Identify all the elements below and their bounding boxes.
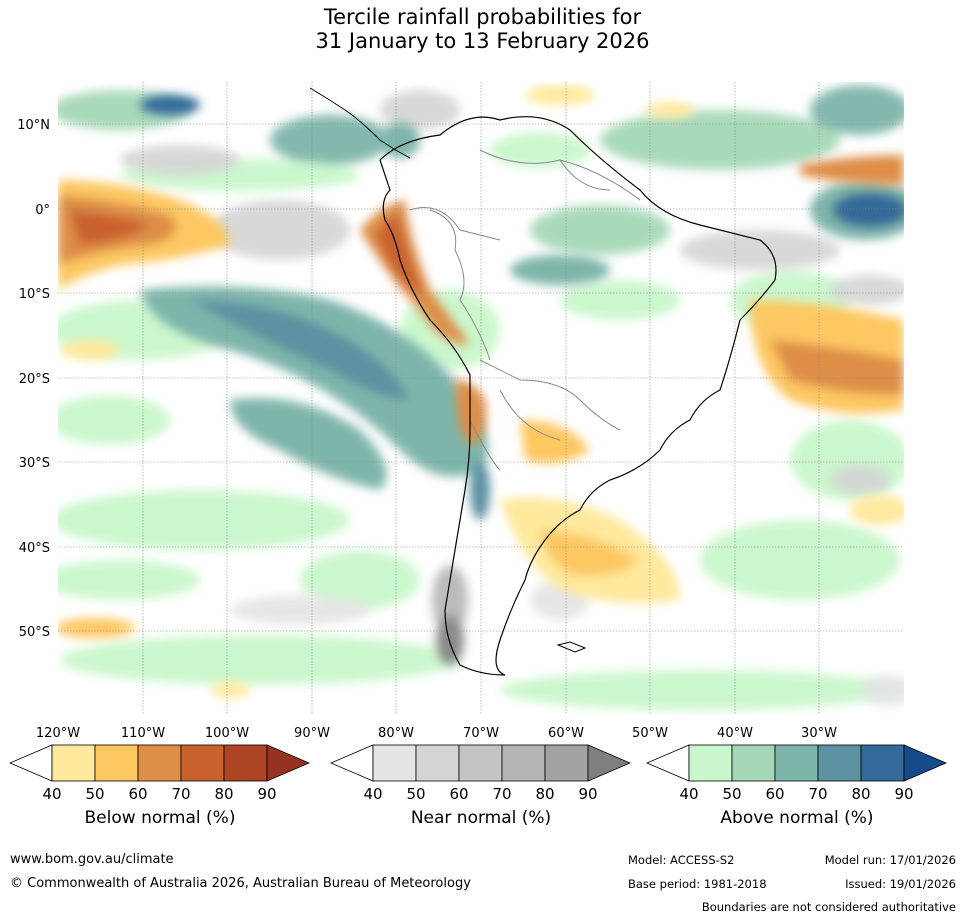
colorbar-extend-high (587, 744, 632, 782)
country-borders (409, 149, 641, 471)
lon-label: 70°W (463, 726, 499, 741)
above-normal-colorbar: 40 50 60 70 80 90 (645, 744, 948, 803)
colorbar-tick-label: 80 (851, 785, 870, 803)
lat-label: 10°N (17, 118, 50, 133)
colorbar-tick-label: 70 (171, 785, 190, 803)
footer-copyright: © Commonwealth of Australia 2026, Austra… (10, 876, 471, 891)
colorbar-tick-label: 40 (42, 785, 61, 803)
colorbar-extend-low (8, 744, 53, 782)
colorbar-tick-label: 70 (808, 785, 827, 803)
central-america-coast (309, 87, 411, 159)
colorbar-tick-label: 90 (578, 785, 597, 803)
colorbar-tick-label: 40 (363, 785, 382, 803)
colorbar-segment (415, 744, 460, 782)
falkland-islands (556, 641, 587, 653)
lon-label: 40°W (717, 726, 753, 741)
longitude-labels: 120°W 110°W 100°W 90°W 80°W 70°W 60°W 50… (36, 726, 837, 741)
footer-base-period: Base period: 1981-2018 (628, 877, 767, 891)
above-normal-title: Above normal (%) (720, 808, 874, 828)
lat-label: 20°S (19, 372, 50, 387)
colorbar-extend-low (329, 744, 374, 782)
probability-shading (58, 85, 904, 710)
colorbar-tick-label: 90 (257, 785, 276, 803)
colorbar-segment (774, 744, 819, 782)
footer-model-run: Model run: 17/01/2026 (824, 853, 956, 867)
colorbar-segment (817, 744, 862, 782)
lon-label: 60°W (548, 726, 584, 741)
colorbar-segment (94, 744, 139, 782)
below-normal-title: Below normal (%) (84, 808, 236, 828)
colorbar-extend-low (645, 744, 690, 782)
colorbar-segment (458, 744, 503, 782)
lon-label: 90°W (294, 726, 330, 741)
colorbar-segment (137, 744, 182, 782)
colorbar-extend-high (903, 744, 948, 782)
graticule (58, 82, 904, 715)
lat-label: 40°S (19, 541, 50, 556)
colorbar-tick-label: 70 (492, 785, 511, 803)
near-normal-colorbar: 40 50 60 70 80 90 (329, 744, 632, 803)
footer-model: Model: ACCESS-S2 (628, 853, 735, 867)
colorbar-extend-high (266, 744, 311, 782)
colorbar-tick-label: 80 (535, 785, 554, 803)
below-normal-colorbar: 40 50 60 70 80 90 (8, 744, 311, 803)
lon-label: 110°W (121, 726, 165, 741)
colorbar-tick-label: 50 (722, 785, 741, 803)
near-normal-title: Near normal (%) (410, 808, 552, 828)
lon-label: 100°W (205, 726, 249, 741)
lat-label: 30°S (19, 456, 50, 471)
lon-label: 50°W (632, 726, 668, 741)
lon-label: 120°W (36, 726, 80, 741)
colorbar-segment (731, 744, 776, 782)
coastline (379, 116, 777, 676)
colorbar-tick-label: 60 (765, 785, 784, 803)
colorbar-segment (688, 744, 733, 782)
lat-label: 10°S (19, 287, 50, 302)
colorbars: 40 50 60 70 80 90 40 50 60 70 80 90 40 50 60 70 80 90 (8, 744, 948, 803)
colorbar-segment (51, 744, 96, 782)
lat-label: 50°S (19, 625, 50, 640)
colorbar-segment (860, 744, 905, 782)
map-title-line-1: Tercile rainfall probabilities for (323, 5, 642, 29)
colorbar-segment (544, 744, 589, 782)
colorbar-segment (223, 744, 268, 782)
colorbar-tick-label: 50 (85, 785, 104, 803)
colorbar-tick-label: 40 (679, 785, 698, 803)
colorbar-tick-label: 50 (406, 785, 425, 803)
footer-disclaimer: Boundaries are not considered authoritat… (701, 900, 956, 914)
colorbar-tick-label: 90 (894, 785, 913, 803)
lon-label: 30°W (801, 726, 837, 741)
footer-issued: Issued: 19/01/2026 (845, 877, 956, 891)
colorbar-tick-label: 60 (128, 785, 147, 803)
lat-label: 0° (35, 203, 50, 218)
colorbar-tick-label: 60 (449, 785, 468, 803)
map-title-line-2: 31 January to 13 February 2026 (315, 29, 650, 53)
colorbar-segment (372, 744, 417, 782)
lon-label: 80°W (378, 726, 414, 741)
colorbar-segment (501, 744, 546, 782)
colorbar-tick-label: 80 (214, 785, 233, 803)
footer-url: www.bom.gov.au/climate (10, 852, 174, 867)
colorbar-segment (180, 744, 225, 782)
latitude-labels: 10°N 0° 10°S 20°S 30°S 40°S 50°S (17, 118, 50, 640)
